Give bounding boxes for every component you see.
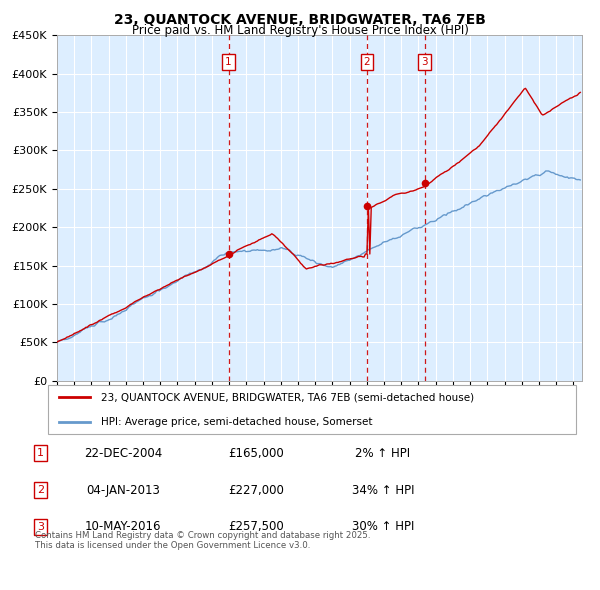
FancyBboxPatch shape xyxy=(48,385,576,434)
Text: HPI: Average price, semi-detached house, Somerset: HPI: Average price, semi-detached house,… xyxy=(101,417,372,427)
Text: 10-MAY-2016: 10-MAY-2016 xyxy=(85,520,161,533)
Text: 22-DEC-2004: 22-DEC-2004 xyxy=(84,447,163,460)
Text: 2% ↑ HPI: 2% ↑ HPI xyxy=(355,447,410,460)
Text: 34% ↑ HPI: 34% ↑ HPI xyxy=(352,484,414,497)
Text: £227,000: £227,000 xyxy=(228,484,284,497)
Text: 2: 2 xyxy=(37,485,44,495)
Text: 04-JAN-2013: 04-JAN-2013 xyxy=(86,484,160,497)
Text: 2: 2 xyxy=(364,57,370,67)
Text: 3: 3 xyxy=(37,522,44,532)
Text: 23, QUANTOCK AVENUE, BRIDGWATER, TA6 7EB: 23, QUANTOCK AVENUE, BRIDGWATER, TA6 7EB xyxy=(114,13,486,27)
Text: £165,000: £165,000 xyxy=(228,447,284,460)
Text: 3: 3 xyxy=(421,57,428,67)
Text: 1: 1 xyxy=(37,448,44,458)
Text: Contains HM Land Registry data © Crown copyright and database right 2025.
This d: Contains HM Land Registry data © Crown c… xyxy=(35,530,371,550)
Text: 1: 1 xyxy=(226,57,232,67)
Text: £257,500: £257,500 xyxy=(228,520,284,533)
Text: Price paid vs. HM Land Registry's House Price Index (HPI): Price paid vs. HM Land Registry's House … xyxy=(131,24,469,37)
Text: 23, QUANTOCK AVENUE, BRIDGWATER, TA6 7EB (semi-detached house): 23, QUANTOCK AVENUE, BRIDGWATER, TA6 7EB… xyxy=(101,392,474,402)
Text: 30% ↑ HPI: 30% ↑ HPI xyxy=(352,520,414,533)
